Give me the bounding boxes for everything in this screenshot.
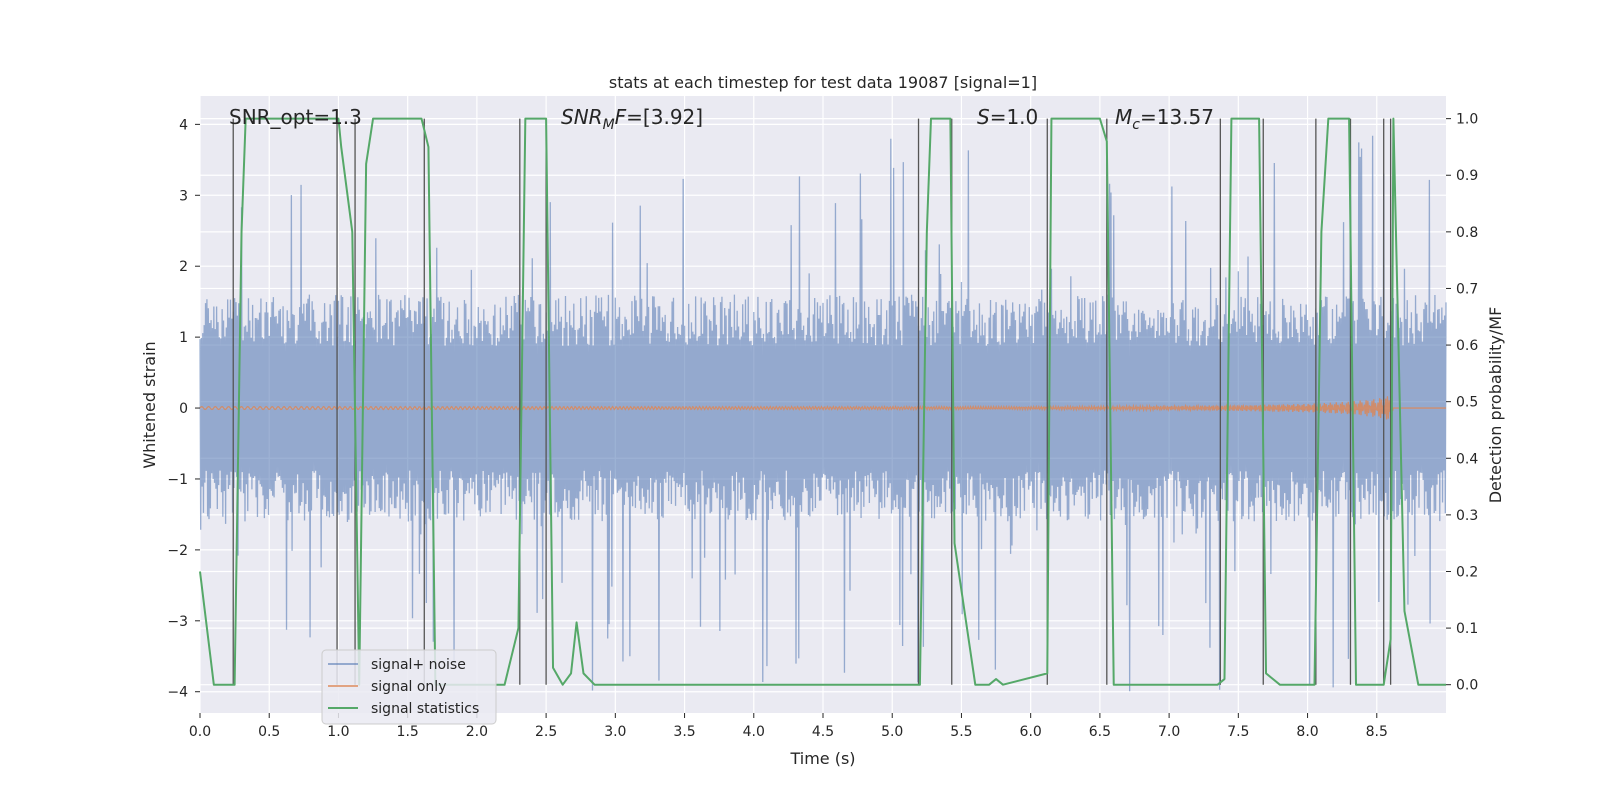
y-axis-left-label: Whitened strain xyxy=(140,341,159,468)
y-right-tick-label: 0.8 xyxy=(1456,225,1478,241)
annotation-snr-opt: SNR_opt=1.3 xyxy=(229,105,362,129)
x-tick-label: 0.0 xyxy=(189,724,211,740)
y-right-tick-label: 0.0 xyxy=(1456,678,1478,694)
x-tick-label: 1.5 xyxy=(397,724,419,740)
y-left-tick-label: −2 xyxy=(167,543,188,559)
x-tick-label: 2.0 xyxy=(466,724,488,740)
x-tick-label: 8.0 xyxy=(1296,724,1318,740)
x-tick-label: 0.5 xyxy=(258,724,280,740)
series-signal-noise xyxy=(199,135,1447,692)
series-signal-only xyxy=(199,396,1446,420)
y-left-tick-label: 4 xyxy=(179,117,188,133)
x-tick-label: 7.5 xyxy=(1227,724,1249,740)
x-tick-label: 5.0 xyxy=(881,724,903,740)
statistics-line xyxy=(199,117,1446,686)
x-tick-label: 8.5 xyxy=(1366,724,1388,740)
annotation-mc: Mc=13.57 xyxy=(1115,105,1214,133)
legend-label-noise: signal+ noise xyxy=(371,657,466,673)
y-right-tick-label: 0.5 xyxy=(1456,395,1478,411)
y-axis-right-label: Detection probability/MF xyxy=(1486,307,1505,504)
x-axis-label: Time (s) xyxy=(789,749,855,768)
y-left-tick-label: 2 xyxy=(179,259,188,275)
y-right-tick-label: 0.3 xyxy=(1456,508,1478,524)
x-tick-label: 4.5 xyxy=(812,724,834,740)
axes: 0.0 0.5 1.0 1.5 2.0 2.5 3.0 3.5 4.0 4.5 5.0 5.5 6.0 6… xyxy=(167,112,1478,740)
y-left-tick-label: 0 xyxy=(179,401,188,417)
x-tick-label: 7.0 xyxy=(1158,724,1180,740)
legend-label-stats: signal statistics xyxy=(371,701,479,717)
y-right-tick-label: 0.6 xyxy=(1456,338,1478,354)
y-right-tick-label: 0.2 xyxy=(1456,564,1478,580)
x-tick-label: 3.0 xyxy=(604,724,626,740)
legend-label-signal: signal only xyxy=(371,679,446,695)
y-left-tick-label: −4 xyxy=(167,685,188,701)
y-right-tick-label: 0.1 xyxy=(1456,621,1478,637)
chart-title: stats at each timestep for test data 190… xyxy=(609,73,1037,92)
y-right-tick-label: 0.9 xyxy=(1456,168,1478,184)
x-tick-label: 6.5 xyxy=(1089,724,1111,740)
x-tick-label: 5.5 xyxy=(950,724,972,740)
y-left-tick-label: 3 xyxy=(179,188,188,204)
series-signal-statistics xyxy=(199,117,1446,686)
y-right-tick-label: 1.0 xyxy=(1456,112,1478,128)
legend-box xyxy=(321,649,497,725)
x-tick-label: 4.0 xyxy=(743,724,765,740)
y-right-tick-label: 0.4 xyxy=(1456,451,1478,467)
x-tick-label: 1.0 xyxy=(327,724,349,740)
y-left-tick-label: 1 xyxy=(179,330,188,346)
y-left-tick-label: −1 xyxy=(167,472,188,488)
x-tick-label: 3.5 xyxy=(673,724,695,740)
x-tick-label: 6.0 xyxy=(1020,724,1042,740)
annotation-snr-mf: SNRMF=[3.92] xyxy=(561,105,703,133)
y-right-tick-label: 0.7 xyxy=(1456,281,1478,297)
annotation-s: S=1.0 xyxy=(977,105,1038,129)
y-left-tick-label: −3 xyxy=(167,614,188,630)
legend: signal+ noise signal only signal statist… xyxy=(321,649,497,725)
noise-trace xyxy=(199,135,1447,692)
x-tick-label: 2.5 xyxy=(535,724,557,740)
signal-trace xyxy=(199,396,1446,420)
